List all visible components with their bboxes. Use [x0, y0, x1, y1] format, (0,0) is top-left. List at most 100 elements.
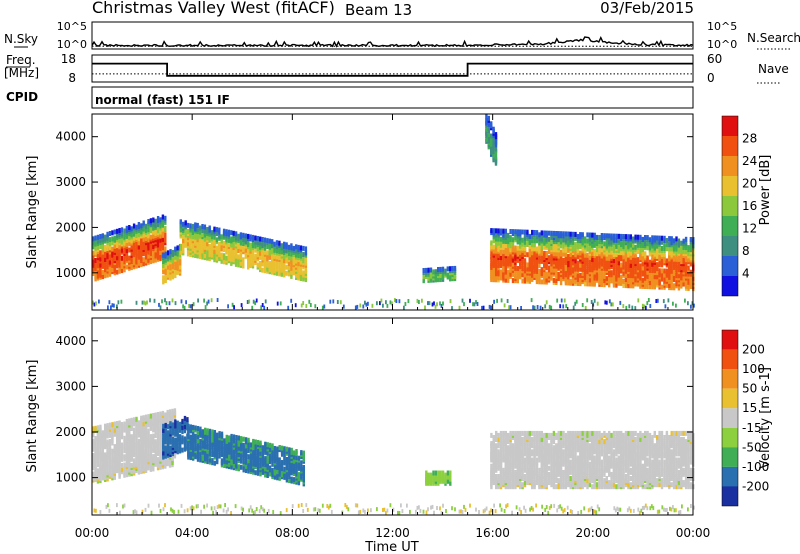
echo-cell [104, 250, 107, 256]
echo-cell [166, 424, 170, 430]
noise-cell [473, 302, 476, 307]
echo-cell [120, 247, 124, 253]
echo-cell [644, 241, 647, 247]
echo-cell [137, 469, 141, 475]
noise-cell [662, 299, 665, 304]
noise-cell [508, 305, 510, 310]
noise-cell [506, 299, 509, 303]
echo-cell [268, 261, 271, 267]
noise-cell [693, 303, 695, 308]
echo-cell [113, 444, 116, 450]
noise-cell [144, 301, 147, 306]
echo-cell [120, 442, 124, 448]
echo-cell [605, 243, 608, 249]
echo-cell [648, 274, 652, 279]
echo-cell [665, 258, 669, 264]
echo-cell [660, 268, 664, 274]
echo-cell [658, 254, 661, 259]
echo-cell [502, 467, 505, 473]
echo-cell [254, 235, 257, 241]
echo-cell [526, 239, 529, 245]
echo-cell [208, 428, 212, 434]
echo-cell [280, 445, 284, 451]
freq-ytick-bottom: 8 [68, 71, 76, 85]
echo-cell [550, 275, 553, 281]
echo-cell [591, 251, 594, 256]
echo-cell [261, 237, 264, 242]
echo-cell [247, 250, 250, 256]
echo-cell [271, 449, 274, 455]
echo-cell [555, 259, 558, 265]
echo-cell [304, 250, 308, 256]
echo-cell [634, 244, 637, 250]
noise-cell [416, 298, 419, 303]
echo-cell [220, 252, 223, 258]
echo-cell [490, 228, 493, 234]
noise-cell [604, 300, 607, 305]
echo-cell [147, 219, 150, 224]
echo-cell [99, 262, 102, 268]
echo-cell [254, 443, 257, 449]
echo-cell [574, 242, 577, 248]
echo-cell [641, 265, 644, 271]
echo-cell [271, 443, 274, 449]
echo-cell [641, 271, 644, 277]
echo-cell [164, 412, 167, 418]
noise-cell [403, 305, 405, 310]
echo-cell [504, 259, 507, 265]
noise-cell [421, 298, 423, 303]
echo-cell [519, 229, 522, 235]
echo-cell [615, 233, 618, 239]
noise-cell [260, 305, 263, 310]
echo-cell [634, 234, 637, 240]
echo-cell [617, 254, 620, 260]
noise-cell [263, 305, 266, 310]
noise-cell [641, 303, 644, 308]
echo-cell [689, 237, 693, 242]
echo-cell [142, 466, 145, 472]
echo-cell [194, 240, 197, 246]
echo-cell [164, 276, 167, 282]
echo-cell [142, 415, 145, 421]
echo-cell [528, 274, 531, 280]
nsky-label: N.Sky [4, 32, 38, 46]
noise-cell [302, 301, 305, 305]
echo-cell [304, 266, 308, 272]
echo-cell [161, 226, 165, 232]
freq-ytick-top: 18 [61, 52, 76, 66]
echo-cell [206, 459, 209, 465]
echo-cell [96, 449, 100, 455]
echo-cell [545, 271, 548, 277]
noise-cell [141, 300, 144, 305]
echo-cell [490, 121, 493, 127]
echo-cell [187, 446, 190, 452]
echo-cell [215, 227, 219, 233]
echo-cell [535, 273, 539, 278]
echo-cell [242, 442, 245, 448]
echo-cell [116, 457, 119, 463]
echo-cell [99, 457, 102, 463]
echo-cell [624, 234, 628, 240]
echo-cell [210, 230, 214, 236]
echo-cell [162, 427, 165, 433]
echo-cell [591, 232, 594, 238]
echo-cell [101, 233, 104, 239]
echo-cell [179, 249, 182, 255]
echo-cell [132, 241, 136, 247]
echo-cell [516, 245, 519, 251]
echo-cell [682, 238, 685, 244]
echo-cell [254, 247, 257, 253]
echo-cell [113, 454, 116, 460]
echo-cell [94, 235, 97, 241]
noise-cell [389, 300, 392, 305]
echo-cell [99, 476, 102, 481]
freq-label: Freq. [6, 53, 36, 67]
freq-unit-label: [MHz] [4, 66, 39, 80]
echo-cell [104, 263, 107, 269]
echo-cell [273, 264, 276, 270]
echo-cell [240, 452, 243, 458]
echo-cell [535, 230, 539, 236]
echo-cell [220, 258, 223, 264]
echo-cell [123, 435, 126, 441]
echo-cell [228, 435, 231, 441]
